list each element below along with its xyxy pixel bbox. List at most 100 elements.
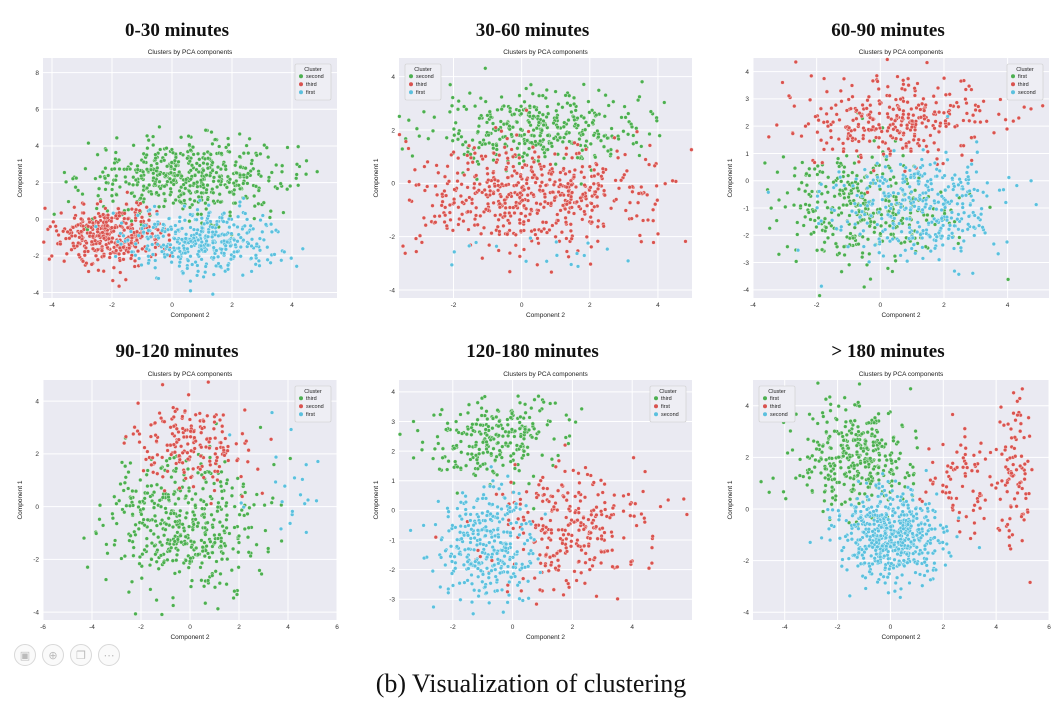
data-point [314,498,319,503]
data-point [422,188,427,193]
data-point [204,206,209,212]
data-point [1003,117,1008,122]
data-point [200,549,205,554]
data-point [913,197,918,202]
data-point [279,258,284,263]
data-point [563,206,568,212]
data-point [553,566,558,571]
data-point [198,467,203,472]
data-point [967,188,972,194]
data-point [914,105,919,110]
data-point [600,166,605,171]
data-point [149,191,154,197]
data-point [922,116,927,121]
data-point [201,182,206,187]
data-point [493,213,498,218]
data-point [799,180,804,185]
data-point [466,426,471,432]
data-point [96,268,101,273]
data-point [599,549,604,554]
data-point [166,216,172,221]
data-point [260,229,265,234]
data-point [195,273,200,278]
data-point [825,235,831,240]
data-point [489,535,494,540]
data-point [452,200,457,205]
data-point [526,129,531,134]
legend-label: second [416,74,434,80]
legend-label: third [1018,82,1029,88]
data-point [582,209,587,214]
data-point [830,147,835,152]
data-point [569,539,574,544]
data-point [235,239,240,244]
data-point [76,188,81,193]
data-point [111,211,116,216]
data-point [956,104,961,109]
data-point [223,436,228,441]
data-point [220,524,225,529]
data-point [225,477,230,483]
data-point [599,509,604,514]
data-point [564,498,569,503]
data-point [499,94,504,100]
data-point [943,118,948,123]
data-point [138,196,143,201]
data-point [475,466,480,471]
data-point [970,271,975,276]
data-point [472,181,477,186]
data-point [476,574,481,579]
data-point [912,204,917,209]
data-point [464,463,469,468]
data-point [469,432,474,437]
x-tick-label: 4 [656,302,660,309]
data-point [515,120,520,125]
data-point [564,185,569,190]
series-second [408,464,548,616]
data-point [504,542,509,547]
data-point [589,201,594,206]
data-point [934,219,939,224]
data-point [465,153,470,158]
data-point [780,80,785,85]
data-point [880,197,885,202]
data-point [477,182,482,187]
data-point [905,100,910,105]
data-point [216,500,221,505]
data-point [959,153,965,158]
data-point [542,226,547,231]
data-point [1006,277,1011,282]
data-point [938,190,943,195]
data-point [488,529,493,534]
data-point [149,557,154,562]
data-point [177,215,182,220]
data-point [136,504,141,510]
data-point [205,551,211,556]
data-point [439,407,444,412]
data-point [838,188,843,193]
data-point [45,227,50,232]
data-point [972,233,977,238]
data-point [231,181,236,186]
data-point [162,254,167,260]
data-point [495,224,500,229]
data-point [958,79,964,84]
data-point [580,192,586,197]
data-point [153,152,158,157]
data-point [548,401,553,406]
data-point [484,513,489,518]
data-point [148,434,153,439]
data-point [447,210,452,215]
data-point [114,248,119,253]
data-point [950,231,955,236]
data-point [219,469,224,474]
y-tick-label: 4 [35,143,39,150]
data-point [581,527,586,532]
data-point [853,210,859,215]
data-point [213,569,218,574]
data-point [640,79,645,84]
data-point [981,99,986,104]
data-point [485,201,491,206]
data-point [304,530,309,535]
data-point [624,168,629,173]
